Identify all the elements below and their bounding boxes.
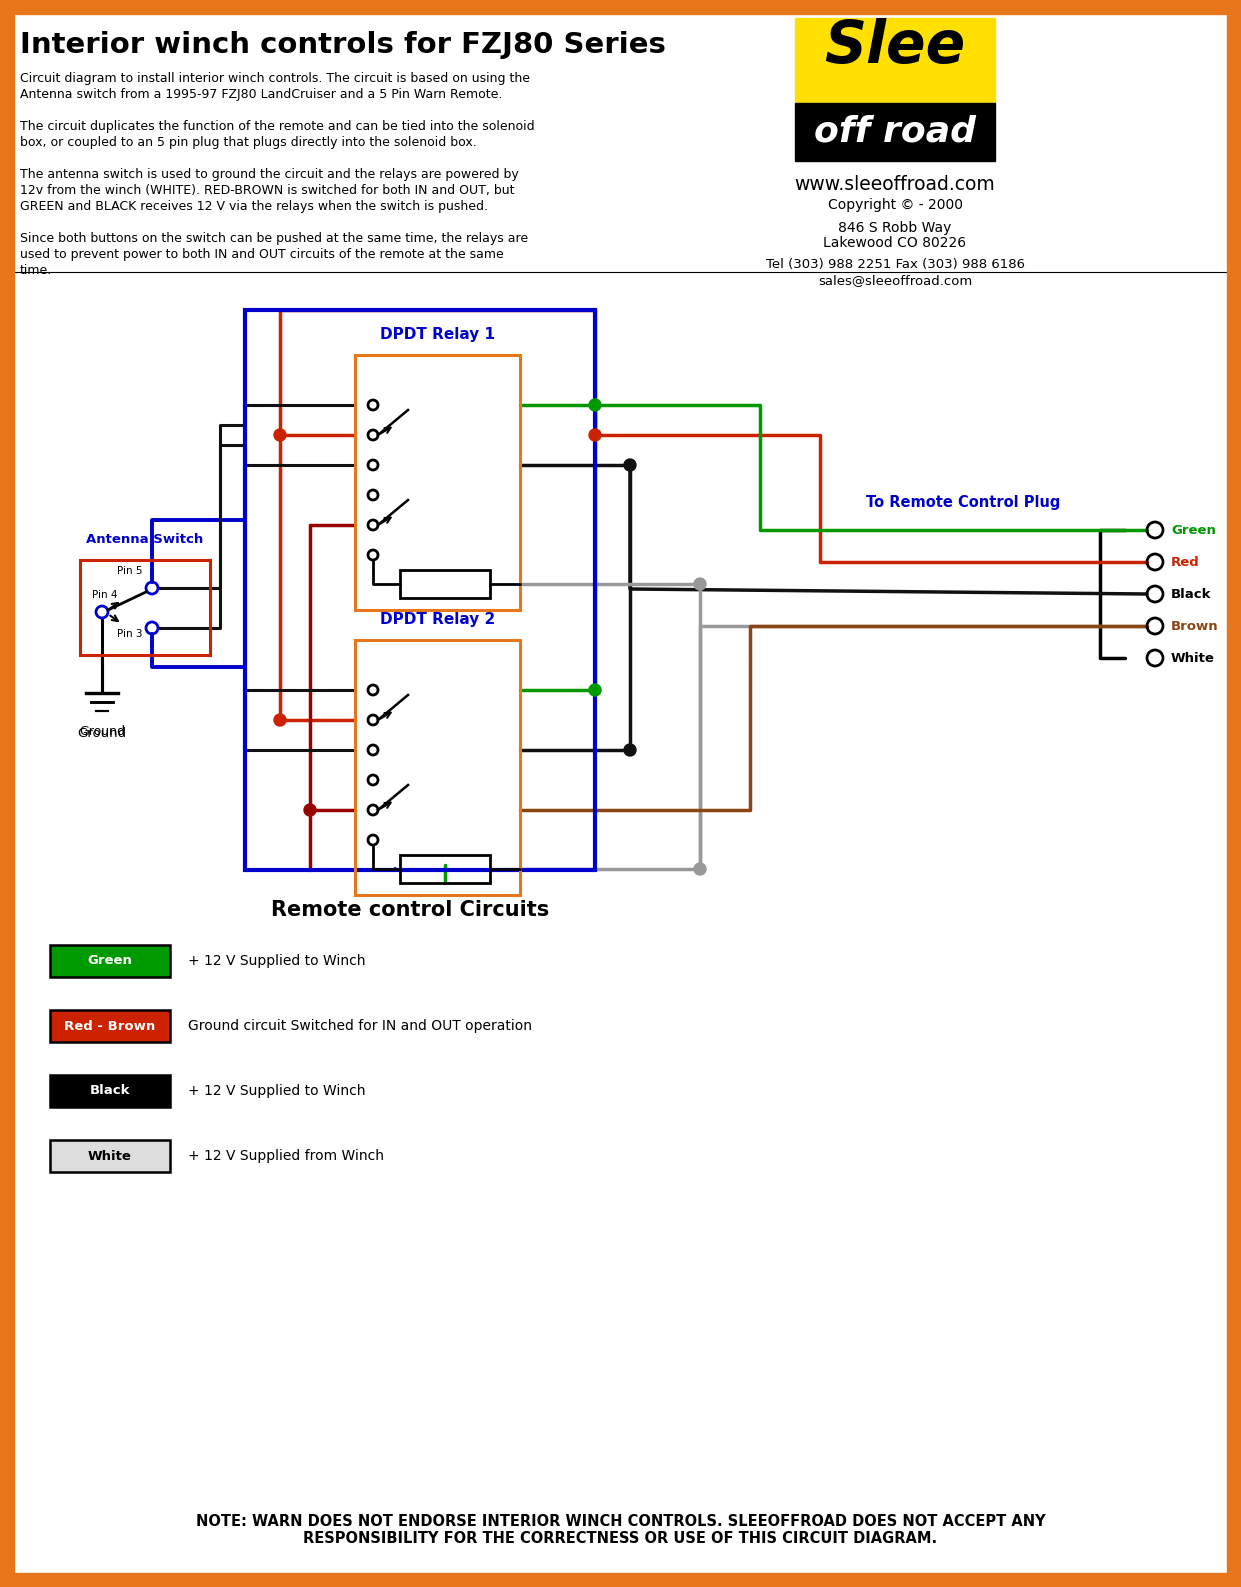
- Text: The antenna switch is used to ground the circuit and the relays are powered by: The antenna switch is used to ground the…: [20, 168, 519, 181]
- Text: sales@sleeoffroad.com: sales@sleeoffroad.com: [818, 275, 972, 287]
- Text: Ground: Ground: [79, 725, 125, 738]
- Text: Tel (303) 988 2251 Fax (303) 988 6186: Tel (303) 988 2251 Fax (303) 988 6186: [766, 259, 1025, 271]
- Circle shape: [589, 398, 601, 411]
- Text: Black: Black: [1172, 587, 1211, 600]
- Text: www.sleeoffroad.com: www.sleeoffroad.com: [794, 175, 995, 194]
- Text: Black: Black: [89, 1084, 130, 1098]
- Text: To Remote Control Plug: To Remote Control Plug: [866, 495, 1060, 509]
- Text: Antenna switch from a 1995-97 FZJ80 LandCruiser and a 5 Pin Warn Remote.: Antenna switch from a 1995-97 FZJ80 Land…: [20, 87, 503, 102]
- Circle shape: [304, 805, 316, 816]
- Bar: [0, 0, 14, 1587]
- Circle shape: [274, 714, 285, 725]
- Text: 12v from the winch (WHITE). RED-BROWN is switched for both IN and OUT, but: 12v from the winch (WHITE). RED-BROWN is…: [20, 184, 515, 197]
- Text: 846 S Robb Way: 846 S Robb Way: [839, 221, 952, 235]
- Bar: [244, 309, 594, 870]
- Text: Ground: Ground: [77, 727, 127, 740]
- Circle shape: [694, 578, 706, 590]
- Text: Since both buttons on the switch can be pushed at the same time, the relays are: Since both buttons on the switch can be …: [20, 232, 529, 244]
- Text: Circuit diagram to install interior winch controls. The circuit is based on usin: Circuit diagram to install interior winc…: [20, 71, 530, 86]
- Text: The circuit duplicates the function of the remote and can be tied into the solen: The circuit duplicates the function of t…: [20, 121, 535, 133]
- Circle shape: [624, 459, 635, 471]
- Text: Pin 3: Pin 3: [117, 628, 143, 640]
- Text: + 12 V Supplied to Winch: + 12 V Supplied to Winch: [187, 1084, 366, 1098]
- Bar: [0, 1573, 1241, 1587]
- Text: Ground circuit Switched for IN and OUT operation: Ground circuit Switched for IN and OUT o…: [187, 1019, 532, 1033]
- Text: Red - Brown: Red - Brown: [65, 1019, 155, 1033]
- Bar: [795, 103, 995, 160]
- Text: + 12 V Supplied to Winch: + 12 V Supplied to Winch: [187, 954, 366, 968]
- Text: Remote control Circuits: Remote control Circuits: [271, 900, 549, 920]
- Text: NOTE: WARN DOES NOT ENDORSE INTERIOR WINCH CONTROLS. SLEEOFFROAD DOES NOT ACCEPT: NOTE: WARN DOES NOT ENDORSE INTERIOR WIN…: [196, 1514, 1045, 1546]
- Circle shape: [589, 428, 601, 441]
- Circle shape: [624, 744, 635, 755]
- Text: White: White: [1172, 652, 1215, 665]
- Bar: [1227, 0, 1241, 1587]
- Bar: [50, 1009, 170, 1043]
- Bar: [400, 570, 490, 598]
- Text: Lakewood CO 80226: Lakewood CO 80226: [824, 236, 967, 251]
- Text: White: White: [88, 1149, 132, 1163]
- Bar: [355, 355, 520, 609]
- Text: Brown: Brown: [1172, 619, 1219, 633]
- Text: off road: off road: [814, 114, 975, 149]
- Bar: [400, 855, 490, 882]
- Text: Slee: Slee: [824, 17, 965, 75]
- Text: Green: Green: [88, 954, 133, 968]
- Text: DPDT Relay 2: DPDT Relay 2: [380, 613, 495, 627]
- Text: Green: Green: [1172, 524, 1216, 536]
- Text: Copyright © - 2000: Copyright © - 2000: [828, 198, 963, 213]
- Circle shape: [694, 863, 706, 874]
- Text: DPDT Relay 1: DPDT Relay 1: [380, 327, 495, 343]
- Text: time.: time.: [20, 263, 52, 278]
- Bar: [50, 1074, 170, 1108]
- Bar: [355, 640, 520, 895]
- Bar: [50, 1139, 170, 1173]
- Bar: [795, 17, 995, 103]
- Bar: [50, 944, 170, 978]
- Text: Red: Red: [1172, 555, 1200, 568]
- Text: Interior winch controls for FZJ80 Series: Interior winch controls for FZJ80 Series: [20, 32, 666, 59]
- Bar: [79, 560, 210, 655]
- Bar: [0, 0, 1241, 14]
- Text: used to prevent power to both IN and OUT circuits of the remote at the same: used to prevent power to both IN and OUT…: [20, 248, 504, 260]
- Text: Pin 4: Pin 4: [92, 590, 118, 600]
- Text: GREEN and BLACK receives 12 V via the relays when the switch is pushed.: GREEN and BLACK receives 12 V via the re…: [20, 200, 488, 213]
- Circle shape: [274, 428, 285, 441]
- Text: + 12 V Supplied from Winch: + 12 V Supplied from Winch: [187, 1149, 383, 1163]
- Text: Antenna Switch: Antenna Switch: [87, 533, 204, 546]
- Circle shape: [589, 684, 601, 697]
- Text: Pin 5: Pin 5: [117, 567, 143, 576]
- Text: box, or coupled to an 5 pin plug that plugs directly into the solenoid box.: box, or coupled to an 5 pin plug that pl…: [20, 136, 477, 149]
